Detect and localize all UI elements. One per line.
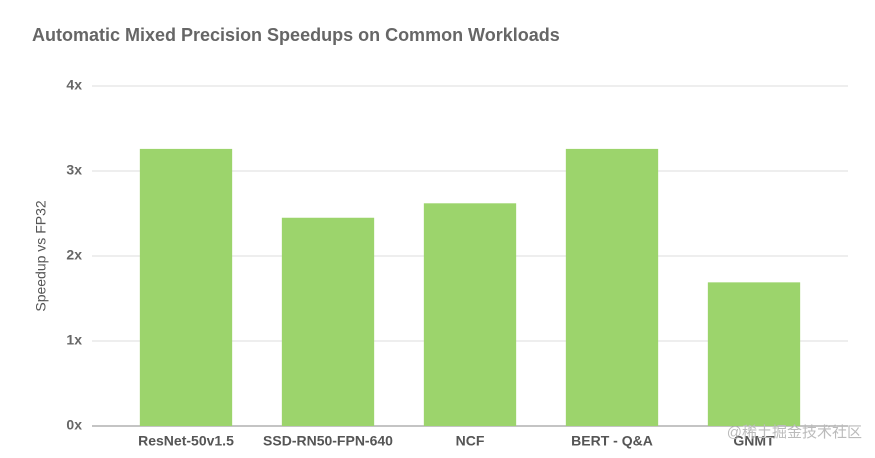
y-tick-label: 4x	[66, 77, 82, 93]
bar	[281, 217, 375, 426]
x-tick-label: SSD-RN50-FPN-640	[263, 433, 393, 449]
bar	[565, 148, 659, 426]
x-tick-label: NCF	[456, 433, 485, 449]
bar	[423, 203, 517, 426]
bar	[707, 282, 801, 426]
y-tick-label: 0x	[66, 417, 82, 433]
bar	[139, 148, 233, 426]
watermark: @稀土掘金技术社区	[727, 424, 862, 441]
y-tick-label: 3x	[66, 162, 82, 178]
chart-title: Automatic Mixed Precision Speedups on Co…	[32, 25, 560, 45]
x-tick-label: ResNet-50v1.5	[138, 433, 234, 449]
y-tick-label: 2x	[66, 247, 82, 263]
x-tick-label: BERT - Q&A	[571, 433, 653, 449]
x-tick-label: GNMT	[733, 433, 775, 449]
y-tick-label: 1x	[66, 332, 82, 348]
y-axis-label: Speedup vs FP32	[33, 200, 49, 312]
